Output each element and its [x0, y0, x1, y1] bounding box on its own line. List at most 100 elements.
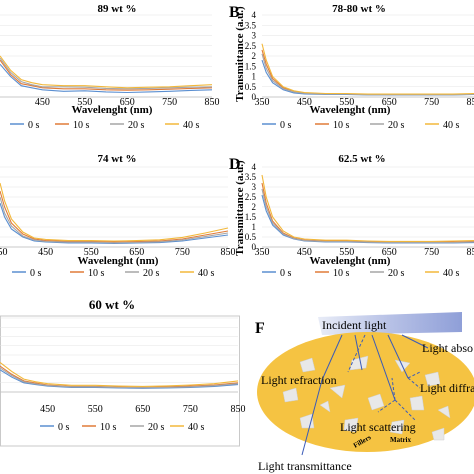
panel-d-x-ticks: 350 450 550 650 750 850 [255, 247, 474, 258]
light-scattering-label: Light scattering [340, 420, 416, 434]
x-tick-label: 650 [120, 97, 135, 108]
panel-c-x-ticks: 350 450 550 650 750 850 [0, 247, 236, 258]
y-tick-label: 3.5 [245, 172, 257, 182]
y-tick-label: 0.5 [245, 232, 257, 242]
y-tick-label: 1 [252, 222, 257, 232]
legend-label: 20 s [148, 422, 165, 433]
x-tick-label: 750 [162, 97, 177, 108]
panel-e-frame [0, 315, 240, 447]
series-line-10s [0, 59, 213, 91]
panel-a-x-ticks: 450 550 650 750 850 [35, 97, 220, 108]
panel-d-grid [262, 166, 474, 248]
legend-label: 0 s [280, 120, 292, 131]
series-line-10s [0, 190, 229, 243]
legend-label: 40 s [198, 268, 215, 279]
series-line-0s [261, 59, 474, 96]
panel-b-legend: 0 s 10 s 20 s 40 s [262, 120, 460, 131]
legend-label: 10 s [73, 120, 90, 131]
panel-c-x-label: Wavelenght (nm) [78, 255, 159, 267]
x-tick-label: 850 [467, 97, 474, 108]
panel-c-legend: 0 s 10 s 20 s 40 s [12, 268, 215, 279]
y-tick-label: 0.5 [245, 82, 257, 92]
series-line-40s [261, 43, 474, 95]
x-tick-label: 450 [35, 97, 50, 108]
legend-label: 20 s [128, 120, 145, 131]
panel-b-y-ticks: 00.511.522.533.54 [245, 10, 257, 102]
legend-label: 10 s [100, 422, 117, 433]
x-tick-label: 450 [38, 247, 53, 258]
panel-e-legend: 0 s 10 s 20 s 40 s [40, 422, 205, 433]
x-tick-label: 550 [77, 97, 92, 108]
y-tick-label: 4 [252, 162, 257, 172]
panel-a-chart: 89 wt % 450 550 650 750 850 Wavelenght (nm) … [0, 3, 220, 131]
x-tick-label: 650 [382, 247, 397, 258]
y-tick-label: 1.5 [245, 212, 257, 222]
x-tick-label: 550 [88, 404, 103, 415]
x-tick-label: 650 [129, 247, 144, 258]
series-line-40s [0, 55, 213, 89]
x-tick-label: 650 [135, 404, 150, 415]
panel-b-y-label: Transmittance (a.u.) [234, 6, 246, 102]
panel-d-x-label: Wavelenght (nm) [310, 255, 391, 267]
x-tick-label: 850 [221, 247, 236, 258]
x-tick-label: 550 [339, 247, 354, 258]
x-tick-label: 750 [175, 247, 190, 258]
legend-label: 40 s [443, 268, 460, 279]
panel-b-grid [262, 14, 474, 98]
series-line-10s [261, 182, 474, 243]
panel-e-grid [0, 317, 238, 393]
panel-b-letter: B [229, 4, 240, 21]
panel-d-lines [261, 174, 474, 244]
y-tick-label: 2.5 [245, 192, 257, 202]
panel-a-x-label: Wavelenght (nm) [72, 104, 153, 116]
incident-light-beam [318, 312, 462, 335]
y-tick-label: 3 [252, 31, 257, 41]
x-tick-label: 850 [205, 97, 220, 108]
legend-label: 10 s [88, 268, 105, 279]
legend-label: 0 s [28, 120, 40, 131]
y-tick-label: 0 [252, 242, 257, 252]
x-tick-label: 550 [84, 247, 99, 258]
panel-b-x-label: Wavelenght (nm) [310, 104, 391, 116]
legend-label: 0 s [58, 422, 70, 433]
series-line-20s [0, 57, 213, 90]
x-tick-label: 450 [297, 97, 312, 108]
panel-e-lines [0, 361, 239, 389]
series-line-0s [261, 194, 474, 244]
panel-c-lines [0, 182, 229, 244]
x-tick-label: 550 [339, 97, 354, 108]
x-tick-label: 350 [0, 247, 8, 258]
series-line-0s [0, 202, 229, 244]
light-diffraction-label: Light diffra [420, 381, 474, 395]
panel-b-title: 78-80 wt % [332, 3, 386, 15]
series-line-20s [0, 367, 239, 389]
panel-d-letter: D [229, 156, 241, 173]
y-tick-label: 2.5 [245, 41, 257, 51]
series-line-20s [261, 53, 474, 96]
panel-b-x-ticks: 350 450 550 650 750 850 [255, 97, 474, 108]
series-line-40s [261, 174, 474, 242]
x-tick-label: 450 [40, 404, 55, 415]
legend-label: 40 s [183, 120, 200, 131]
light-rays [301, 334, 429, 456]
incident-light-label: Incident light [322, 318, 387, 332]
x-tick-label: 850 [467, 247, 474, 258]
light-refraction-label: Light refraction [261, 373, 337, 387]
series-line-40s [0, 361, 239, 387]
series-line-40s [0, 182, 229, 242]
x-tick-label: 650 [382, 97, 397, 108]
panel-c-chart: 74 wt % 350 450 550 650 750 850 Wavelenght (n… [0, 153, 236, 279]
x-tick-label: 350 [255, 247, 270, 258]
light-transmittance-label: Light transmittance [258, 459, 352, 473]
y-tick-label: 3.5 [245, 20, 257, 30]
series-line-20s [0, 196, 229, 244]
series-line-10s [261, 49, 474, 96]
y-tick-label: 3 [252, 182, 257, 192]
series-line-0s [0, 369, 239, 389]
legend-label: 20 s [388, 120, 405, 131]
y-tick-label: 2 [252, 202, 257, 212]
panel-a-legend: 0 s 10 s 20 s 40 s [10, 120, 200, 131]
panel-d-y-ticks: 00.511.522.533.54 [245, 162, 257, 252]
panel-f-letter: F [255, 320, 265, 337]
